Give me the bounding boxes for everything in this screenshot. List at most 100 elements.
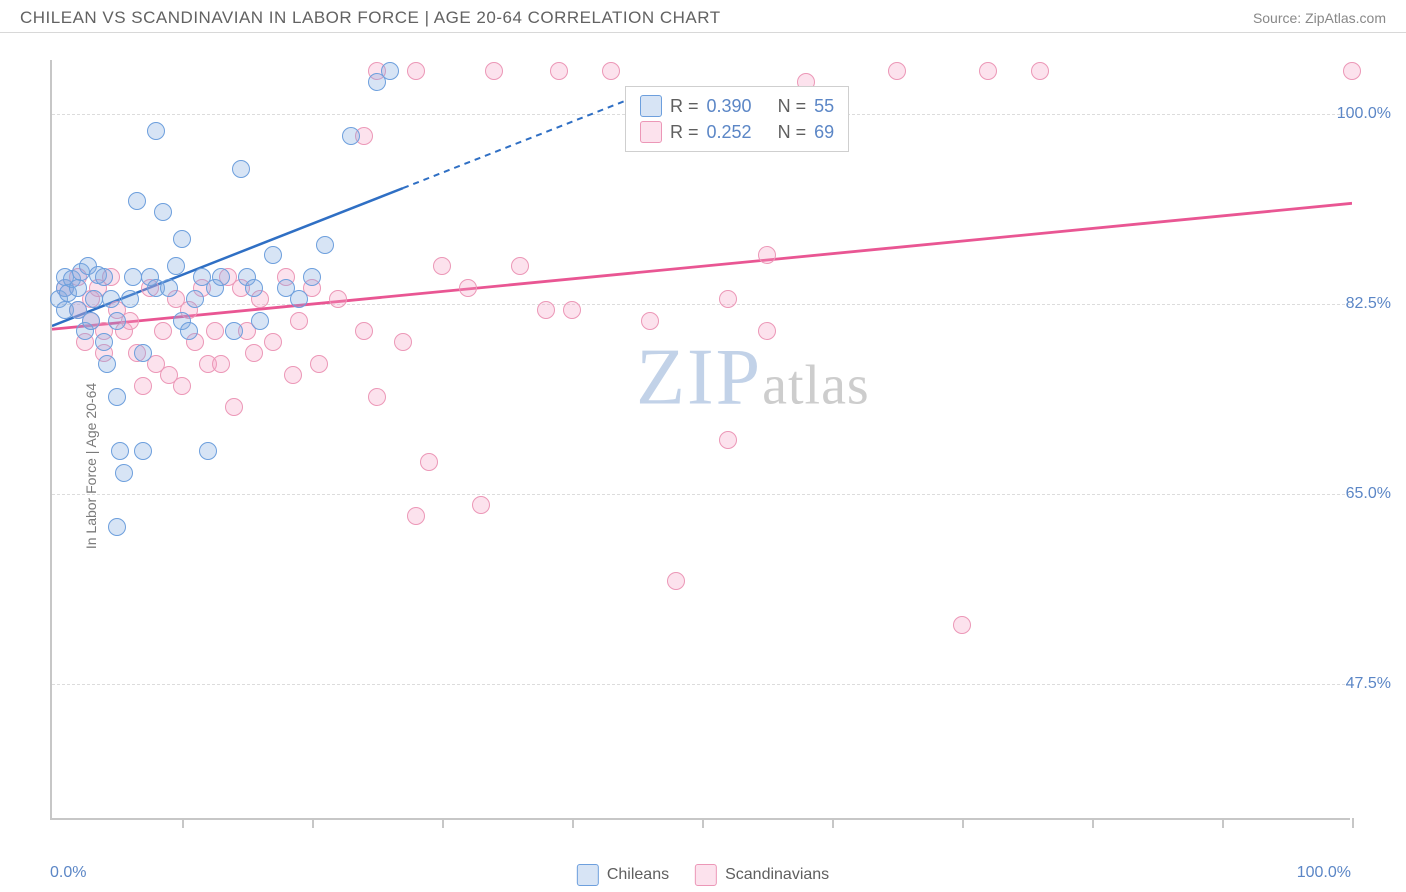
data-point	[111, 442, 129, 460]
data-point	[173, 230, 191, 248]
data-point	[206, 322, 224, 340]
y-tick-label: 47.5%	[1346, 675, 1391, 693]
data-point	[602, 62, 620, 80]
legend-swatch-chileans	[577, 864, 599, 886]
data-point	[953, 616, 971, 634]
data-point	[329, 290, 347, 308]
stats-row-scandinavians: R = 0.252 N = 69	[640, 119, 834, 145]
data-point	[245, 344, 263, 362]
data-point	[134, 442, 152, 460]
data-point	[173, 377, 191, 395]
data-point	[290, 312, 308, 330]
swatch-scandinavians	[640, 121, 662, 143]
chart-header: CHILEAN VS SCANDINAVIAN IN LABOR FORCE |…	[0, 0, 1406, 33]
data-point	[212, 268, 230, 286]
data-point	[537, 301, 555, 319]
x-axis-max-label: 100.0%	[1297, 864, 1351, 882]
data-point	[264, 246, 282, 264]
data-point	[472, 496, 490, 514]
scatter-points-layer	[52, 60, 1350, 818]
data-point	[394, 333, 412, 351]
data-point	[641, 312, 659, 330]
legend-item-scandinavians: Scandinavians	[695, 864, 829, 886]
swatch-chileans	[640, 95, 662, 117]
data-point	[115, 464, 133, 482]
data-point	[758, 322, 776, 340]
data-point	[108, 388, 126, 406]
data-point	[284, 366, 302, 384]
data-point	[69, 279, 87, 297]
data-point	[212, 355, 230, 373]
data-point	[147, 122, 165, 140]
data-point	[355, 322, 373, 340]
stats-scandinavians-n: 69	[814, 122, 834, 143]
data-point	[225, 322, 243, 340]
data-point	[316, 236, 334, 254]
chart-wrap: In Labor Force | Age 20-64 ZIPatlas R = …	[0, 40, 1406, 892]
data-point	[167, 257, 185, 275]
data-point	[251, 312, 269, 330]
data-point	[667, 572, 685, 590]
data-point	[160, 279, 178, 297]
bottom-legend: Chileans Scandinavians	[577, 864, 829, 886]
data-point	[85, 290, 103, 308]
stats-n-label: N =	[778, 96, 807, 117]
stats-row-chileans: R = 0.390 N = 55	[640, 93, 834, 119]
data-point	[342, 127, 360, 145]
data-point	[186, 290, 204, 308]
data-point	[98, 355, 116, 373]
legend-item-chileans: Chileans	[577, 864, 669, 886]
data-point	[82, 312, 100, 330]
data-point	[121, 290, 139, 308]
data-point	[1343, 62, 1361, 80]
data-point	[719, 431, 737, 449]
chart-title: CHILEAN VS SCANDINAVIAN IN LABOR FORCE |…	[20, 8, 721, 28]
data-point	[420, 453, 438, 471]
data-point	[459, 279, 477, 297]
stats-r-label: R =	[670, 96, 699, 117]
stats-chileans-r: 0.390	[707, 96, 752, 117]
stats-scandinavians-r: 0.252	[707, 122, 752, 143]
data-point	[264, 333, 282, 351]
legend-label-scandinavians: Scandinavians	[725, 866, 829, 884]
data-point	[232, 160, 250, 178]
plot-area: ZIPatlas R = 0.390 N = 55 R = 0.252 N = …	[50, 60, 1350, 820]
data-point	[979, 62, 997, 80]
y-tick-label: 65.0%	[1346, 485, 1391, 503]
data-point	[407, 62, 425, 80]
data-point	[550, 62, 568, 80]
y-tick-label: 82.5%	[1346, 295, 1391, 313]
data-point	[563, 301, 581, 319]
data-point	[303, 268, 321, 286]
x-axis-min-label: 0.0%	[50, 864, 86, 882]
data-point	[1031, 62, 1049, 80]
data-point	[134, 377, 152, 395]
legend-label-chileans: Chileans	[607, 866, 669, 884]
data-point	[134, 344, 152, 362]
data-point	[154, 203, 172, 221]
data-point	[245, 279, 263, 297]
data-point	[368, 388, 386, 406]
data-point	[180, 322, 198, 340]
data-point	[95, 268, 113, 286]
data-point	[407, 507, 425, 525]
data-point	[154, 322, 172, 340]
stats-n-label: N =	[778, 122, 807, 143]
stats-chileans-n: 55	[814, 96, 834, 117]
data-point	[108, 518, 126, 536]
chart-source: Source: ZipAtlas.com	[1253, 10, 1386, 26]
stats-legend-box: R = 0.390 N = 55 R = 0.252 N = 69	[625, 86, 849, 152]
data-point	[485, 62, 503, 80]
data-point	[290, 290, 308, 308]
data-point	[381, 62, 399, 80]
data-point	[95, 333, 113, 351]
data-point	[225, 398, 243, 416]
data-point	[433, 257, 451, 275]
data-point	[124, 268, 142, 286]
stats-r-label: R =	[670, 122, 699, 143]
data-point	[199, 442, 217, 460]
data-point	[888, 62, 906, 80]
y-tick-label: 100.0%	[1337, 105, 1391, 123]
data-point	[511, 257, 529, 275]
data-point	[758, 246, 776, 264]
